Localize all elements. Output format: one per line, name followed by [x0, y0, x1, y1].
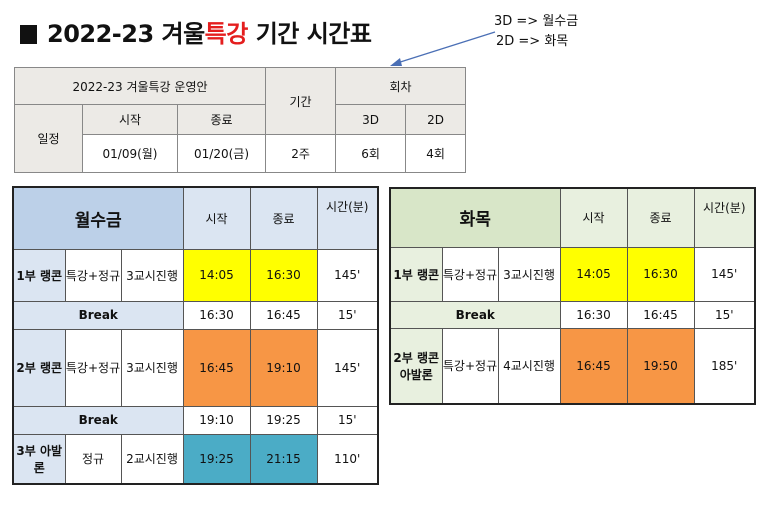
- mwf-p2-duration: 145': [316, 328, 379, 407]
- mwf-break2-label: Break: [12, 405, 184, 435]
- mwf-p3-start: 19:25: [182, 433, 251, 485]
- period-label: 기간: [265, 67, 337, 135]
- mwf-p2-start: 16:45: [182, 328, 251, 407]
- tt-p1-type: 특강+정규: [441, 246, 499, 302]
- tt-p1-detail: 3교시진행: [497, 246, 561, 302]
- mwf-p2-label: 2부 랭콘: [12, 328, 66, 407]
- mwf-table: 월수금 시작 종료 시간(분) 1부 랭콘 특강+정규 3교시진행 14:05 …: [12, 186, 379, 485]
- tt-p2-start: 16:45: [559, 327, 628, 405]
- tt-p1-end: 16:30: [626, 246, 695, 302]
- tt-p2-label: 2부 랭콘 아발론: [389, 327, 443, 405]
- mwf-p2-type: 특강+정규: [64, 328, 122, 407]
- title-suffix: 기간 시간표: [247, 20, 372, 48]
- mwf-p1-label: 1부 랭콘: [12, 248, 66, 302]
- mwf-p3-duration: 110': [316, 433, 379, 485]
- tt-break1-start: 16:30: [559, 300, 628, 329]
- sessions-3d: 6회: [335, 134, 407, 173]
- mwf-p1-start: 14:05: [182, 248, 251, 302]
- start-date: 01/09(월): [82, 134, 178, 173]
- note-2d: 2D => 화목: [496, 34, 569, 49]
- tt-duration-label: 시간(분): [693, 187, 756, 248]
- page-title: 2022-23 겨울특강 기간 시간표: [20, 14, 372, 49]
- tt-p2-end: 19:50: [626, 327, 695, 405]
- mwf-p3-type: 정규: [64, 433, 122, 485]
- mwf-p2-detail: 3교시진행: [120, 328, 184, 407]
- mwf-start-label: 시작: [182, 186, 251, 250]
- mwf-p2-end: 19:10: [249, 328, 318, 407]
- start-label: 시작: [82, 104, 178, 135]
- end-date: 01/20(금): [176, 134, 267, 173]
- tt-start-label: 시작: [559, 187, 628, 248]
- mwf-break1-start: 16:30: [182, 300, 251, 330]
- tt-p2-detail: 4교시진행: [497, 327, 561, 405]
- mwf-p1-duration: 145': [316, 248, 379, 302]
- mwf-title: 월수금: [12, 186, 184, 250]
- tt-end-label: 종료: [626, 187, 695, 248]
- mwf-p1-end: 16:30: [249, 248, 318, 302]
- schedule-label: 일정: [14, 104, 83, 173]
- mwf-end-label: 종료: [249, 186, 318, 250]
- tt-break1-duration: 15': [693, 300, 756, 329]
- tt-table: 화목 시작 종료 시간(분) 1부 랭콘 특강+정규 3교시진행 14:05 1…: [389, 187, 757, 405]
- tt-p2-duration: 185': [693, 327, 756, 405]
- summary-table: 2022-23 겨울특강 운영안 기간 회차 일정 시작 종료 3D 2D 01…: [13, 67, 467, 173]
- mwf-break1-duration: 15': [316, 300, 379, 330]
- mwf-break2-end: 19:25: [249, 405, 318, 435]
- mwf-break1-label: Break: [12, 300, 184, 330]
- sessions-label: 회차: [335, 67, 467, 105]
- tt-title: 화목: [389, 187, 561, 248]
- mwf-p3-detail: 2교시진행: [120, 433, 184, 485]
- mwf-break2-duration: 15': [316, 405, 379, 435]
- tt-p1-duration: 145': [693, 246, 756, 302]
- mwf-p1-detail: 3교시진행: [120, 248, 184, 302]
- col-3d: 3D: [335, 104, 407, 135]
- square-bullet-icon: [20, 25, 37, 44]
- mwf-duration-label: 시간(분): [316, 186, 379, 250]
- tt-break1-label: Break: [389, 300, 561, 329]
- tt-p2-type: 특강+정규: [441, 327, 499, 405]
- mwf-p3-end: 21:15: [249, 433, 318, 485]
- arrow-icon: [390, 31, 496, 66]
- note-3d: 3D => 월수금: [494, 14, 579, 29]
- tt-break1-end: 16:45: [626, 300, 695, 329]
- title-prefix: 2022-23 겨울: [47, 20, 205, 48]
- mwf-p1-type: 특강+정규: [64, 248, 122, 302]
- mwf-p3-label: 3부 아발론: [12, 433, 66, 485]
- end-label: 종료: [176, 104, 267, 135]
- tt-p1-start: 14:05: [559, 246, 628, 302]
- mwf-break1-end: 16:45: [249, 300, 318, 330]
- mwf-break2-start: 19:10: [182, 405, 251, 435]
- tt-p1-label: 1부 랭콘: [389, 246, 443, 302]
- title-highlight: 특강: [204, 20, 249, 48]
- sessions-2d: 4회: [405, 134, 467, 173]
- period-value: 2주: [265, 134, 337, 173]
- plan-label: 2022-23 겨울특강 운영안: [13, 67, 267, 105]
- col-2d: 2D: [405, 104, 467, 135]
